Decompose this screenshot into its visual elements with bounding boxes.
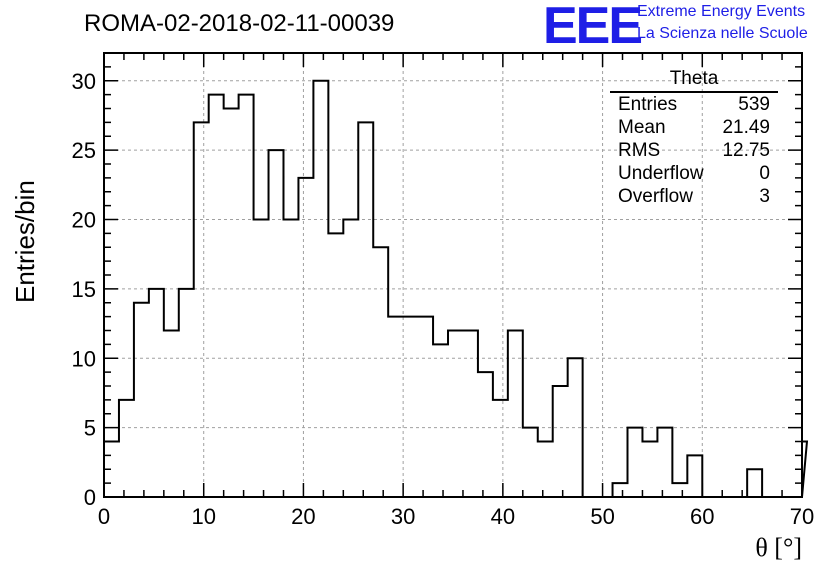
histogram-bin	[373, 247, 388, 497]
histogram-bin	[613, 483, 628, 497]
y-tick-label: 15	[72, 277, 96, 302]
stats-row-mean: Mean 21.49	[610, 116, 778, 139]
histogram-bin	[283, 220, 298, 498]
stats-value: 3	[759, 186, 770, 207]
eee-logo: EEE	[543, 0, 643, 55]
histogram-bin	[269, 150, 284, 497]
y-tick-label: 25	[72, 138, 96, 163]
histogram-bin	[463, 331, 478, 498]
stats-value: 21.49	[722, 117, 770, 138]
histogram-bin	[523, 428, 538, 497]
x-tick-label: 10	[191, 504, 215, 529]
x-tick-label: 70	[790, 504, 814, 529]
stats-row-underflow: Underflow 0	[610, 162, 778, 185]
stats-row-entries: Entries 539	[610, 93, 778, 116]
histogram-bin	[343, 220, 358, 498]
histogram-bin	[433, 344, 448, 497]
stats-label: Entries	[618, 94, 678, 115]
stats-label: Overflow	[618, 186, 693, 207]
histogram-bin	[134, 303, 149, 497]
y-tick-label: 5	[84, 416, 96, 441]
histogram-bin	[194, 122, 209, 497]
x-tick-label: 40	[491, 504, 515, 529]
histogram-bin	[657, 428, 672, 497]
histogram-bin	[448, 331, 463, 498]
histogram-bin	[149, 289, 164, 497]
histogram-line	[103, 79, 809, 498]
histogram-bin	[209, 95, 224, 497]
chart-title: ROMA-02-2018-02-11-00039	[84, 10, 395, 37]
histogram-bin	[687, 455, 702, 497]
histogram-bin	[642, 442, 657, 498]
histogram-bin	[313, 81, 328, 497]
histogram-bin	[239, 95, 254, 497]
histogram-bin	[403, 317, 418, 497]
y-axis-label: Entries/bin	[10, 180, 40, 303]
histogram-bin	[493, 400, 508, 497]
histogram-bin	[224, 109, 239, 498]
y-tick-label: 0	[84, 485, 96, 510]
x-tick-label: 60	[690, 504, 714, 529]
histogram-bin	[328, 233, 343, 497]
histogram-bin	[568, 358, 583, 497]
x-tick-label: 50	[590, 504, 614, 529]
stats-value: 12.75	[722, 140, 770, 161]
stats-label: Mean	[618, 117, 666, 138]
histogram-bin	[418, 317, 433, 497]
histogram-bin	[672, 483, 687, 497]
y-tick-label: 20	[72, 208, 96, 233]
histogram-bin	[164, 331, 179, 498]
histogram-bin	[508, 331, 523, 498]
histogram-bin	[179, 289, 194, 497]
x-tick-label: 30	[391, 504, 415, 529]
stats-value: 0	[759, 163, 770, 184]
stats-row-overflow: Overflow 3	[610, 185, 778, 208]
x-axis-label: θ [°]	[755, 533, 802, 562]
histogram-bin	[747, 469, 762, 497]
histogram-bin	[298, 178, 313, 497]
histogram-bin	[119, 400, 134, 497]
stats-label: RMS	[618, 140, 661, 161]
histogram-bin	[478, 372, 493, 497]
eee-subtitle-line1: Extreme Energy Events	[637, 3, 806, 20]
x-tick-label: 0	[98, 504, 110, 529]
histogram-bin	[628, 428, 643, 497]
histogram-bin	[254, 220, 269, 498]
y-tick-label: 10	[72, 346, 96, 371]
x-tick-label: 20	[291, 504, 315, 529]
histogram-bin	[553, 386, 568, 497]
eee-subtitle-line2: La Scienza nelle Scuole	[637, 25, 808, 42]
stats-box: Theta Entries 539 Mean 21.49 RMS 12.75 U…	[610, 68, 778, 208]
y-tick-label: 30	[72, 69, 96, 94]
stats-row-rms: RMS 12.75	[610, 139, 778, 162]
histogram-bin	[538, 442, 553, 498]
histogram-bin	[358, 122, 373, 497]
histogram-bin	[388, 317, 403, 497]
stats-label: Underflow	[618, 163, 704, 184]
stats-value: 539	[738, 94, 770, 115]
stats-title: Theta	[610, 68, 778, 93]
